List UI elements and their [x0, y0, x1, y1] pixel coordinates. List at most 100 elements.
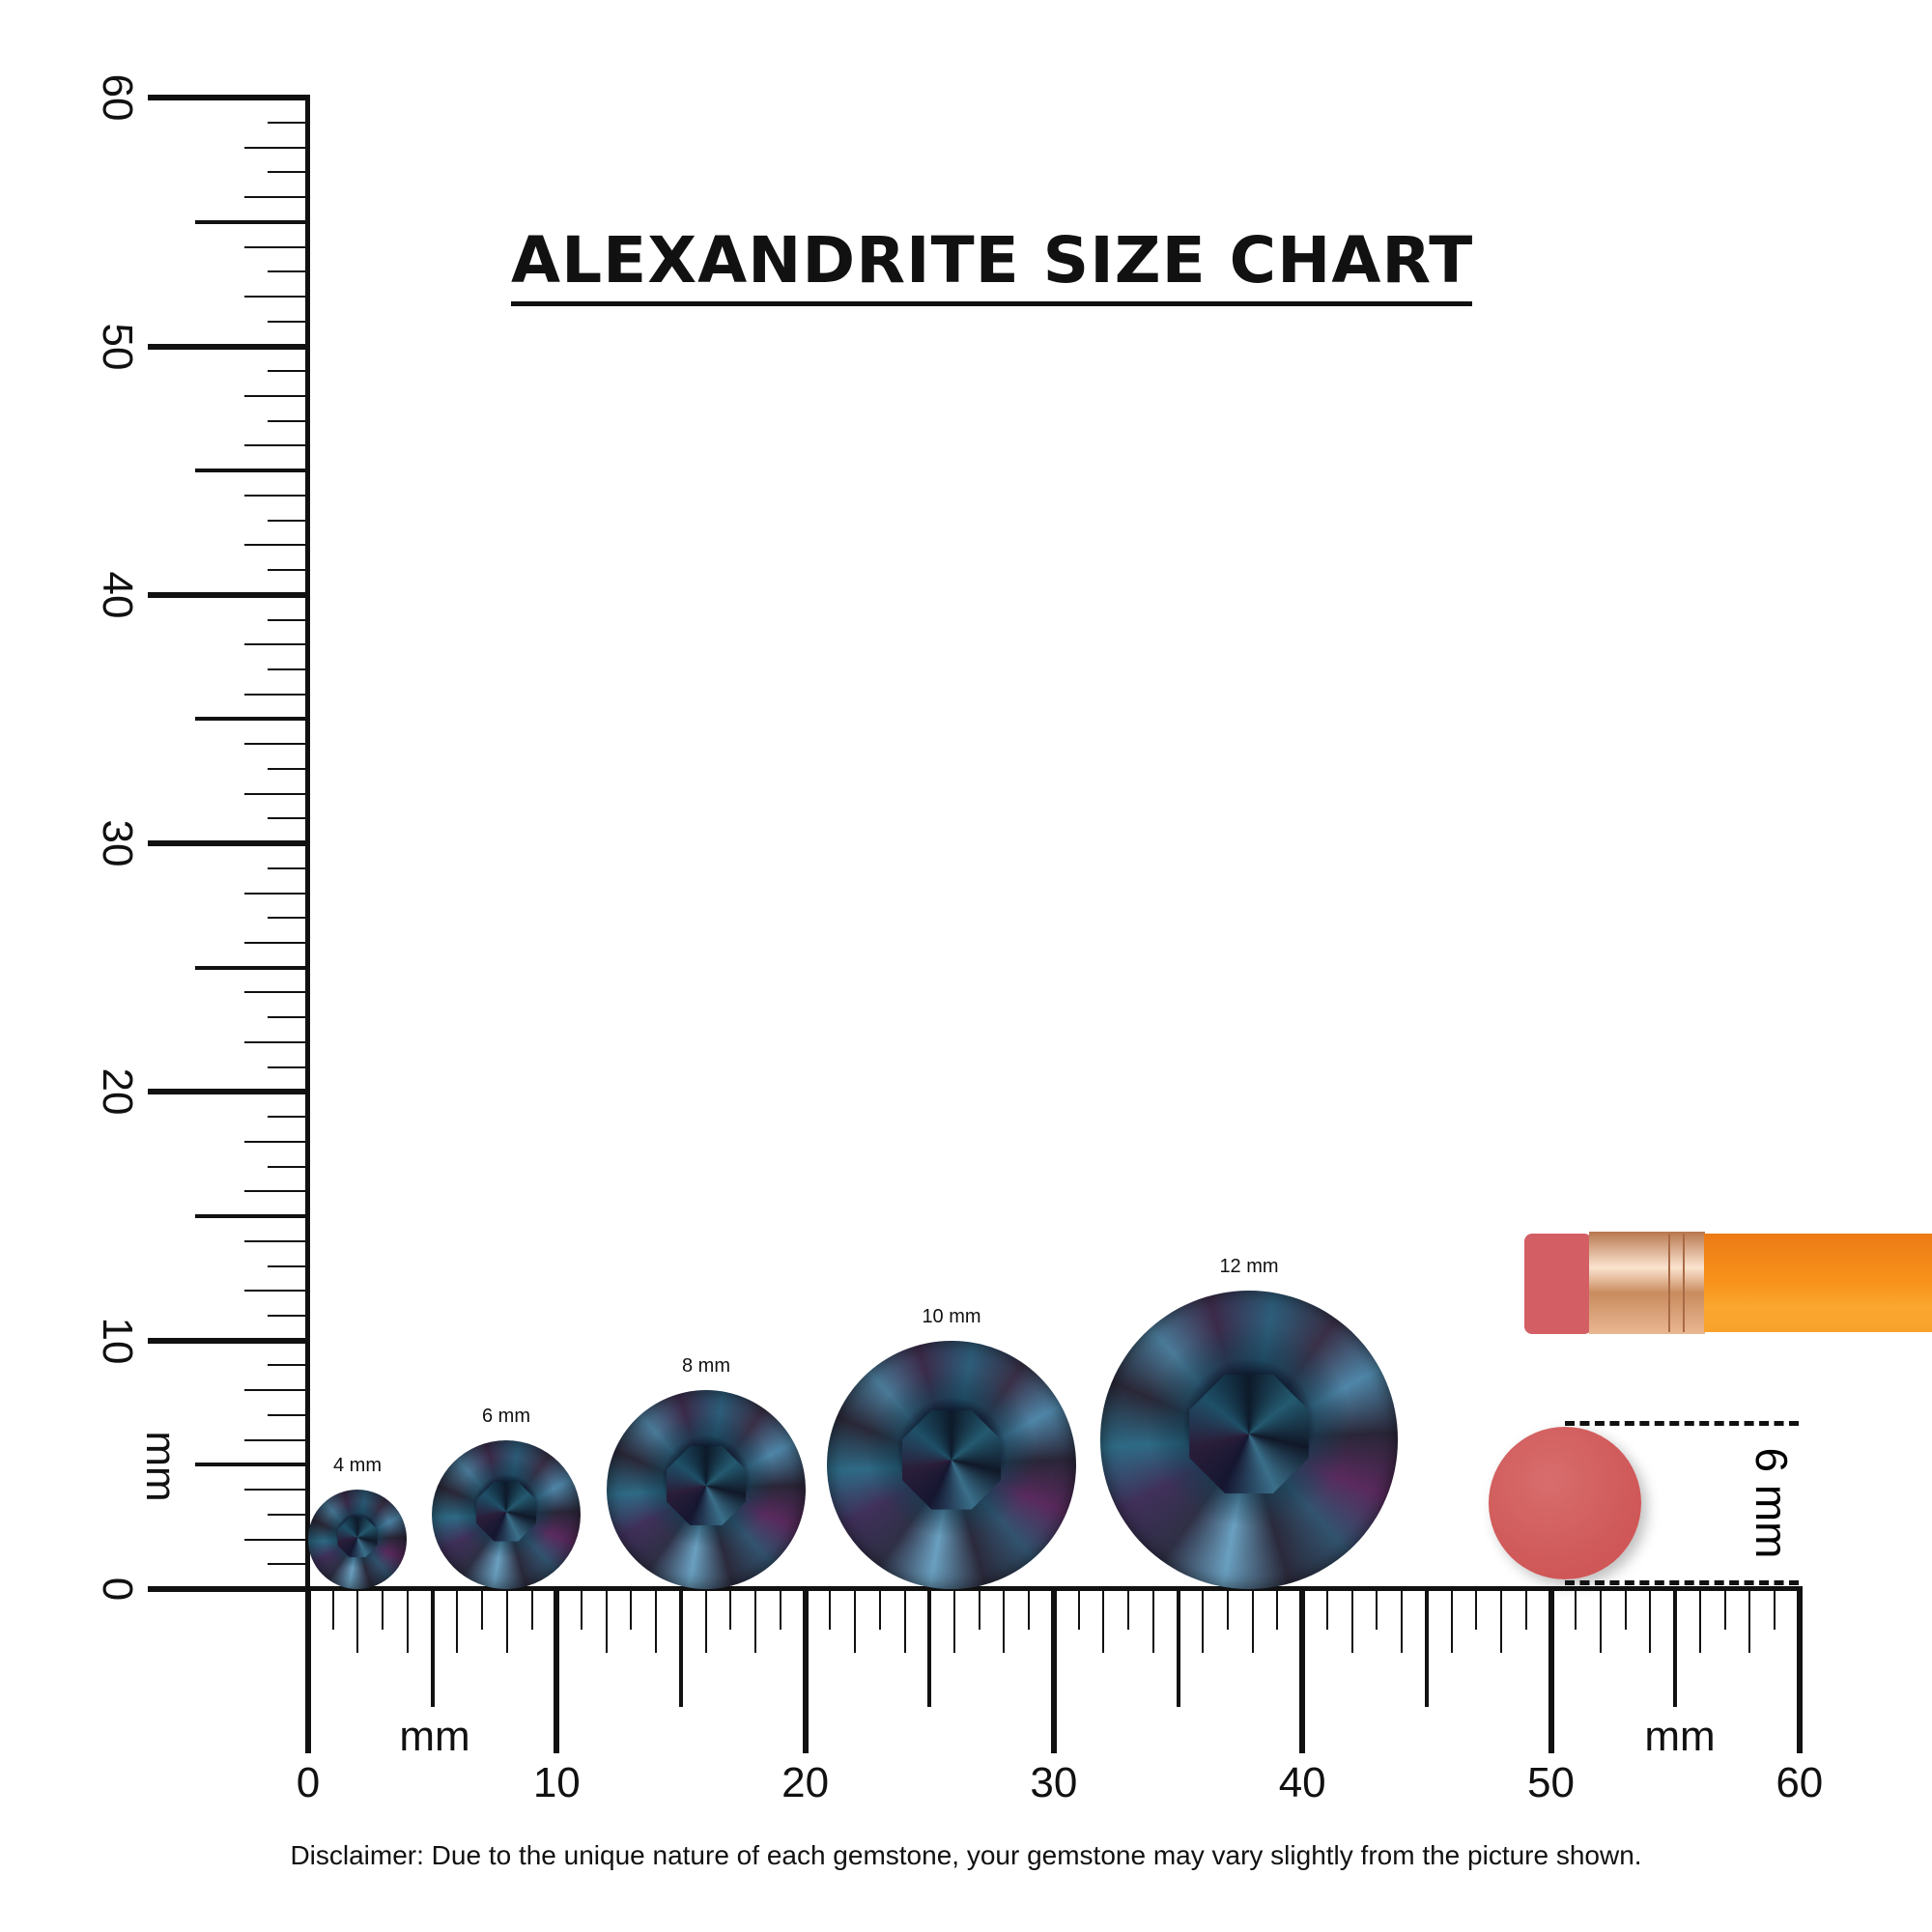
- vertical-ruler-tick: [244, 942, 308, 945]
- gemstone-size-label: 10 mm: [922, 1305, 981, 1327]
- vertical-ruler-tick: [195, 1214, 308, 1219]
- vertical-ruler-tick: [268, 867, 308, 869]
- horizontal-ruler-tick: [1151, 1589, 1154, 1653]
- horizontal-ruler-tick: [779, 1589, 781, 1630]
- vertical-ruler-tick: [244, 892, 308, 895]
- vertical-ruler-tick: [244, 1239, 308, 1242]
- horizontal-ruler-unit-right: mm: [1644, 1713, 1716, 1760]
- gem-table-facet: [901, 1409, 1002, 1510]
- horizontal-ruler-unit-left: mm: [399, 1713, 470, 1760]
- vertical-ruler-tick: [268, 1563, 308, 1566]
- horizontal-ruler-tick: [754, 1589, 757, 1653]
- vertical-ruler-tick: [268, 171, 308, 174]
- horizontal-ruler-tick: [1077, 1589, 1080, 1630]
- horizontal-ruler-tick: [305, 1589, 311, 1753]
- horizontal-ruler-label: 10: [532, 1759, 581, 1806]
- vertical-ruler-tick: [244, 544, 308, 547]
- vertical-ruler-tick: [268, 1513, 308, 1516]
- horizontal-ruler-label: 20: [781, 1759, 830, 1806]
- gemstone-size-label: 6 mm: [482, 1405, 530, 1427]
- vertical-ruler-tick: [268, 767, 308, 770]
- gem-table-facet: [1189, 1374, 1309, 1494]
- horizontal-ruler-label: 50: [1527, 1759, 1575, 1806]
- vertical-ruler-tick: [148, 95, 308, 101]
- gemstone-size-label: 12 mm: [1219, 1256, 1279, 1278]
- vertical-ruler-tick: [268, 817, 308, 820]
- horizontal-ruler-tick: [456, 1589, 459, 1653]
- vertical-ruler-tick: [244, 1140, 308, 1143]
- horizontal-ruler-tick: [1376, 1589, 1378, 1630]
- vertical-ruler-tick: [268, 1264, 308, 1267]
- pencil-icon: [1524, 1232, 1932, 1334]
- horizontal-ruler-tick: [1227, 1589, 1229, 1630]
- vertical-ruler-tick: [244, 1190, 308, 1193]
- dashed-guide-top: [1565, 1421, 1799, 1426]
- horizontal-ruler-tick: [382, 1589, 384, 1630]
- horizontal-ruler-tick: [630, 1589, 633, 1630]
- vertical-ruler-tick: [268, 270, 308, 273]
- vertical-ruler-tick: [195, 219, 308, 224]
- horizontal-ruler-tick: [878, 1589, 881, 1630]
- vertical-ruler-tick: [244, 991, 308, 994]
- vertical-ruler-label: 50: [94, 323, 141, 370]
- horizontal-ruler-tick: [1050, 1589, 1057, 1753]
- horizontal-ruler-tick: [331, 1589, 334, 1630]
- horizontal-ruler-tick: [952, 1589, 955, 1653]
- vertical-ruler-tick: [244, 1489, 308, 1492]
- horizontal-ruler-tick: [1575, 1589, 1577, 1630]
- horizontal-ruler-tick: [581, 1589, 583, 1630]
- vertical-ruler-tick: [268, 1016, 308, 1019]
- horizontal-ruler-tick: [481, 1589, 484, 1630]
- vertical-ruler-tick: [244, 196, 308, 199]
- gemstone-10mm: [827, 1340, 1076, 1589]
- vertical-ruler-tick: [268, 1116, 308, 1119]
- horizontal-ruler-tick: [530, 1589, 533, 1630]
- vertical-ruler-tick: [195, 717, 308, 722]
- horizontal-ruler-tick: [903, 1589, 906, 1653]
- horizontal-ruler-label: 60: [1776, 1759, 1824, 1806]
- eraser-reference-disc: [1489, 1427, 1641, 1579]
- vertical-ruler-tick: [244, 643, 308, 646]
- vertical-ruler-tick: [268, 618, 308, 621]
- vertical-ruler-label: 60: [94, 73, 141, 122]
- horizontal-ruler-tick: [1251, 1589, 1254, 1653]
- vertical-ruler-tick: [268, 569, 308, 572]
- horizontal-ruler-tick: [1649, 1589, 1652, 1653]
- horizontal-ruler-label: 30: [1030, 1759, 1078, 1806]
- horizontal-ruler-tick: [1548, 1589, 1554, 1753]
- gemstone-size-label: 8 mm: [682, 1355, 730, 1378]
- vertical-ruler-tick: [244, 743, 308, 746]
- vertical-ruler-tick: [268, 419, 308, 422]
- vertical-ruler-label: 30: [94, 819, 141, 867]
- horizontal-ruler-label: 0: [296, 1759, 321, 1806]
- horizontal-ruler-tick: [430, 1589, 435, 1707]
- vertical-ruler-tick: [148, 1089, 308, 1095]
- horizontal-ruler-tick: [1475, 1589, 1478, 1630]
- gemstone-6mm: [431, 1439, 582, 1589]
- vertical-ruler-label: 0: [94, 1577, 141, 1602]
- gem-table-facet: [337, 1517, 378, 1558]
- vertical-ruler-tick: [148, 1586, 308, 1592]
- horizontal-ruler-tick: [1424, 1589, 1429, 1707]
- vertical-ruler-tick: [195, 965, 308, 970]
- vertical-ruler-tick: [268, 1065, 308, 1068]
- horizontal-ruler-tick: [1350, 1589, 1353, 1653]
- vertical-ruler-tick: [244, 1040, 308, 1043]
- horizontal-ruler-tick: [1276, 1589, 1279, 1630]
- vertical-ruler-tick: [195, 1463, 308, 1467]
- horizontal-ruler-tick: [1401, 1589, 1404, 1653]
- horizontal-ruler-tick: [1299, 1589, 1306, 1753]
- gem-table-facet: [666, 1445, 747, 1526]
- horizontal-ruler-tick: [704, 1589, 707, 1653]
- gem-table-facet: [476, 1481, 536, 1542]
- horizontal-ruler-tick: [1028, 1589, 1031, 1630]
- vertical-ruler-tick: [268, 121, 308, 124]
- page-title: ALEXANDRITE SIZE CHART: [511, 220, 1472, 306]
- vertical-ruler-label: 10: [94, 1317, 141, 1365]
- horizontal-ruler-tick: [802, 1589, 809, 1753]
- horizontal-ruler-tick: [678, 1589, 683, 1707]
- vertical-ruler-tick: [244, 792, 308, 795]
- reference-size-label: 6 mm: [1747, 1447, 1797, 1559]
- vertical-ruler-tick: [148, 840, 308, 847]
- vertical-ruler-tick: [268, 1364, 308, 1367]
